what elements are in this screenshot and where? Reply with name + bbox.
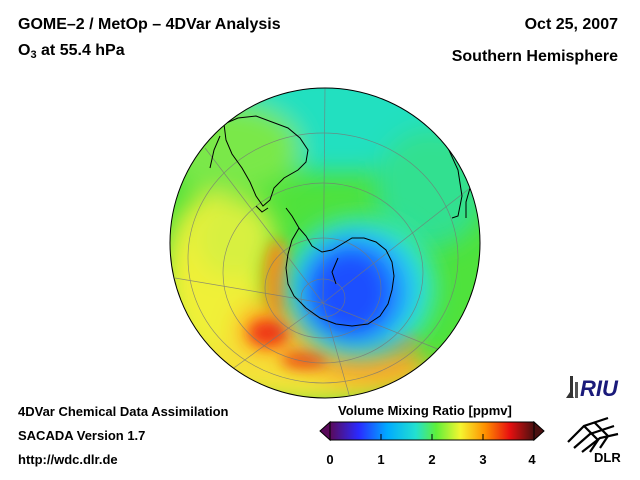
dlr-logo: DLR	[567, 416, 621, 465]
ozone-hole-core	[305, 245, 395, 341]
colorbar-tick-3: 3	[479, 452, 487, 467]
south-america-coast	[223, 115, 309, 207]
footer-version: SACADA Version 1.7	[18, 428, 146, 443]
footer-assimilation: 4DVar Chemical Data Assimilation	[18, 404, 229, 419]
tierra-del-fuego	[255, 205, 269, 213]
map-subtitle: O3 at 55.4 hPa	[18, 42, 125, 61]
field-northwest-green	[170, 103, 300, 193]
colorbar-tick-4: 4	[528, 452, 536, 467]
colorbar-ticks	[329, 434, 535, 440]
map-title: GOME–2 / MetOp – 4DVar Analysis	[18, 16, 281, 33]
colorbar-tick-1: 1	[377, 452, 385, 467]
globe-outline	[169, 87, 481, 399]
dlr-logo-mark	[567, 416, 619, 453]
colorbar-max-arrow	[533, 420, 545, 442]
antarctica-coast	[285, 227, 395, 327]
riu-logo-text: RIU	[580, 376, 619, 401]
map-region: Southern Hemisphere	[451, 48, 618, 65]
antarctic-peninsula	[285, 207, 300, 229]
field-red-arc-core3	[281, 350, 329, 370]
colorbar	[319, 420, 545, 442]
field-red-arc-core2	[248, 319, 288, 347]
colorbar-title: Volume Mixing Ratio [ppmv]	[338, 403, 512, 418]
field-red-arc-core1	[264, 240, 292, 316]
colorbar-min-arrow	[319, 420, 331, 442]
madagascar-coast	[465, 187, 471, 218]
ozone-field	[170, 88, 480, 398]
map-date: Oct 25, 2007	[524, 16, 618, 33]
footer-url[interactable]: http://wdc.dlr.de	[18, 452, 118, 467]
colorbar-tick-2: 2	[428, 452, 436, 467]
riu-logo-mark	[566, 376, 578, 398]
ozone-globe-map	[169, 87, 481, 399]
riu-logo: RIU	[566, 376, 619, 401]
dlr-logo-text: DLR	[594, 450, 621, 465]
ross-ice-shelf	[331, 257, 339, 285]
field-west-yellow2	[195, 198, 275, 278]
south-america-west-coast	[209, 135, 221, 169]
graticule	[174, 88, 471, 398]
colorbar-tick-0: 0	[326, 452, 334, 467]
